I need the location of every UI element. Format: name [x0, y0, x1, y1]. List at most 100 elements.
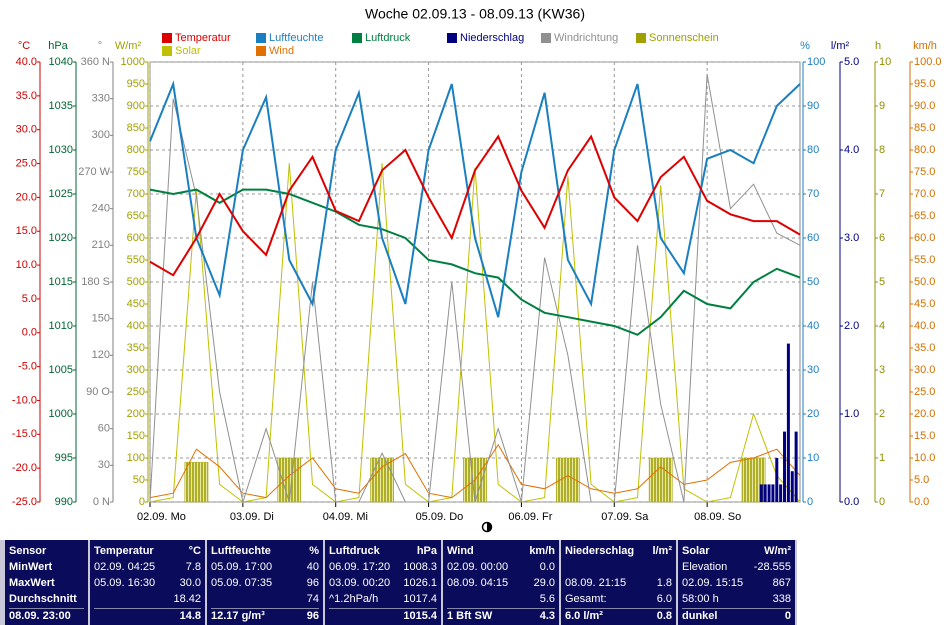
table-row: Elevation -28.555: [682, 560, 791, 575]
y-tick-label: -5.0: [18, 361, 37, 373]
y-tick-label: 7: [879, 188, 885, 200]
table-row: 08.09. 04:15 29.0: [447, 576, 555, 591]
series-line: [149, 163, 801, 503]
cell-value: 29.0: [533, 577, 555, 589]
y-tick-label: 25.0: [914, 386, 935, 398]
table-row: 03.09. 00:20 1026.1: [329, 576, 437, 591]
legend-label: Windrichtung: [554, 32, 618, 44]
y-tick-label: 30: [807, 364, 819, 376]
y-tick-label: 3: [879, 364, 885, 376]
legend-label: Luftfeuchte: [269, 32, 323, 44]
axis-unit: h: [875, 40, 881, 52]
axis-unit: hPa: [48, 40, 68, 52]
cell-label: 12.17 g/m³: [211, 610, 265, 622]
table-row: 6.0 l/m² 0.8: [565, 608, 672, 624]
y-tick-label: 950: [127, 78, 145, 90]
series-line: [149, 80, 801, 318]
table-row: Luftfeuchte%: [211, 544, 319, 559]
cell-label: 06.09. 17:20: [329, 561, 391, 573]
stats-table: Sensor MinWert MaxWert Durchschnitt 08.09. 2…: [0, 540, 797, 625]
y-tick-label: 1010: [49, 320, 73, 332]
y-tick-label: 360 N: [81, 56, 110, 68]
y-tick-label: 1015: [49, 276, 73, 288]
y-tick-label: 20: [807, 408, 819, 420]
table-row: 12.17 g/m³ 96: [211, 608, 319, 624]
cell-value: 6.0: [656, 593, 672, 605]
y-tick-label: 750: [127, 166, 145, 178]
cell-value: 1.8: [656, 577, 672, 589]
cell-value: 1015.4: [403, 610, 437, 622]
y-tick-label: 60: [98, 423, 110, 435]
legend-swatch: [162, 46, 172, 56]
cell-label: 02.09. 04:25: [94, 561, 156, 573]
x-tick-label: 07.09. Sa: [601, 511, 649, 523]
bar: [648, 457, 673, 503]
y-tick-label: 35.0: [914, 342, 935, 354]
table-row: Solar W/m²: [682, 544, 791, 559]
column-header: Wind: [447, 545, 474, 557]
y-tick-label: 0.0: [914, 496, 929, 508]
legend-swatch: [447, 33, 457, 43]
y-tick-label: 1020: [49, 232, 73, 244]
y-tick-label: -20.0: [12, 462, 37, 474]
y-tick-label: 1040: [49, 56, 73, 68]
legend-swatch: [256, 33, 266, 43]
y-tick-label: 6: [879, 232, 885, 244]
column-header: Luftdruck: [329, 545, 380, 557]
y-tick-label: 1025: [49, 188, 73, 200]
series-line: [149, 74, 801, 504]
y-tick-label: 1030: [49, 144, 73, 156]
table-row: Temperatur °C: [94, 544, 201, 559]
y-tick-label: 850: [127, 122, 145, 134]
cell-value: 1026.1: [403, 577, 437, 589]
moon-icon: [487, 522, 492, 532]
column-unit: hPa: [416, 545, 437, 557]
y-tick-label: 200: [127, 408, 145, 420]
cell-label: 05.09. 16:30: [94, 577, 156, 589]
table-row: Gesamt: 6.0: [565, 592, 672, 607]
x-tick-label: 04.09. Mi: [323, 511, 368, 523]
cell-value: 0.0: [539, 561, 555, 573]
y-tick-label: 10: [879, 56, 891, 68]
y-tick-label: 500: [127, 276, 145, 288]
y-tick-label: 600: [127, 232, 145, 244]
cell-value: 4.3: [539, 610, 555, 622]
cell-value: 5.6: [539, 593, 555, 605]
y-tick-label: 85.0: [914, 122, 935, 134]
table-row: [565, 560, 672, 575]
y-tick-label: 40: [807, 320, 819, 332]
series-line: [149, 188, 801, 336]
y-tick-label: 995: [55, 452, 73, 464]
axis-unit: %: [800, 40, 810, 52]
chart: Woche 02.09.13 - 08.09.13 (KW36) °C40.03…: [12, 6, 942, 533]
y-tick-label: 50: [807, 276, 819, 288]
cell-value: 867: [772, 577, 791, 589]
legend-swatch: [162, 33, 172, 43]
y-tick-label: 100.0: [914, 56, 942, 68]
x-tick-label: 05.09. Do: [416, 511, 464, 523]
y-tick-label: 3.0: [844, 232, 859, 244]
cell-value: 14.8: [179, 610, 201, 622]
table-column: Wind km/h 02.09. 00:00 0.0 08.09. 04:15 29.0 5…: [443, 540, 559, 625]
y-tick-label: 270 W: [78, 166, 110, 178]
axis-unit: W/m²: [115, 40, 142, 52]
y-tick-label: 550: [127, 254, 145, 266]
table-row: Sensor: [9, 544, 84, 559]
axis-unit: l/m²: [831, 40, 850, 52]
column-unit: km/h: [529, 545, 555, 557]
row-label: MaxWert: [9, 577, 55, 589]
table-row: MaxWert: [9, 576, 84, 591]
y-tick-label: 100: [807, 56, 825, 68]
bar: [775, 458, 779, 502]
table-row: Durchschnitt: [9, 592, 84, 607]
legend-label: Temperatur: [175, 32, 231, 44]
table-row: 08.09. 23:00: [9, 608, 84, 624]
y-tick-label: 330: [92, 93, 110, 105]
y-tick-label: 40.0: [914, 320, 935, 332]
table-row: 18.42: [94, 592, 201, 607]
row-label: MinWert: [9, 561, 53, 573]
y-tick-label: 0: [879, 496, 885, 508]
y-tick-label: 150: [127, 430, 145, 442]
y-tick-label: 5.0: [914, 474, 929, 486]
